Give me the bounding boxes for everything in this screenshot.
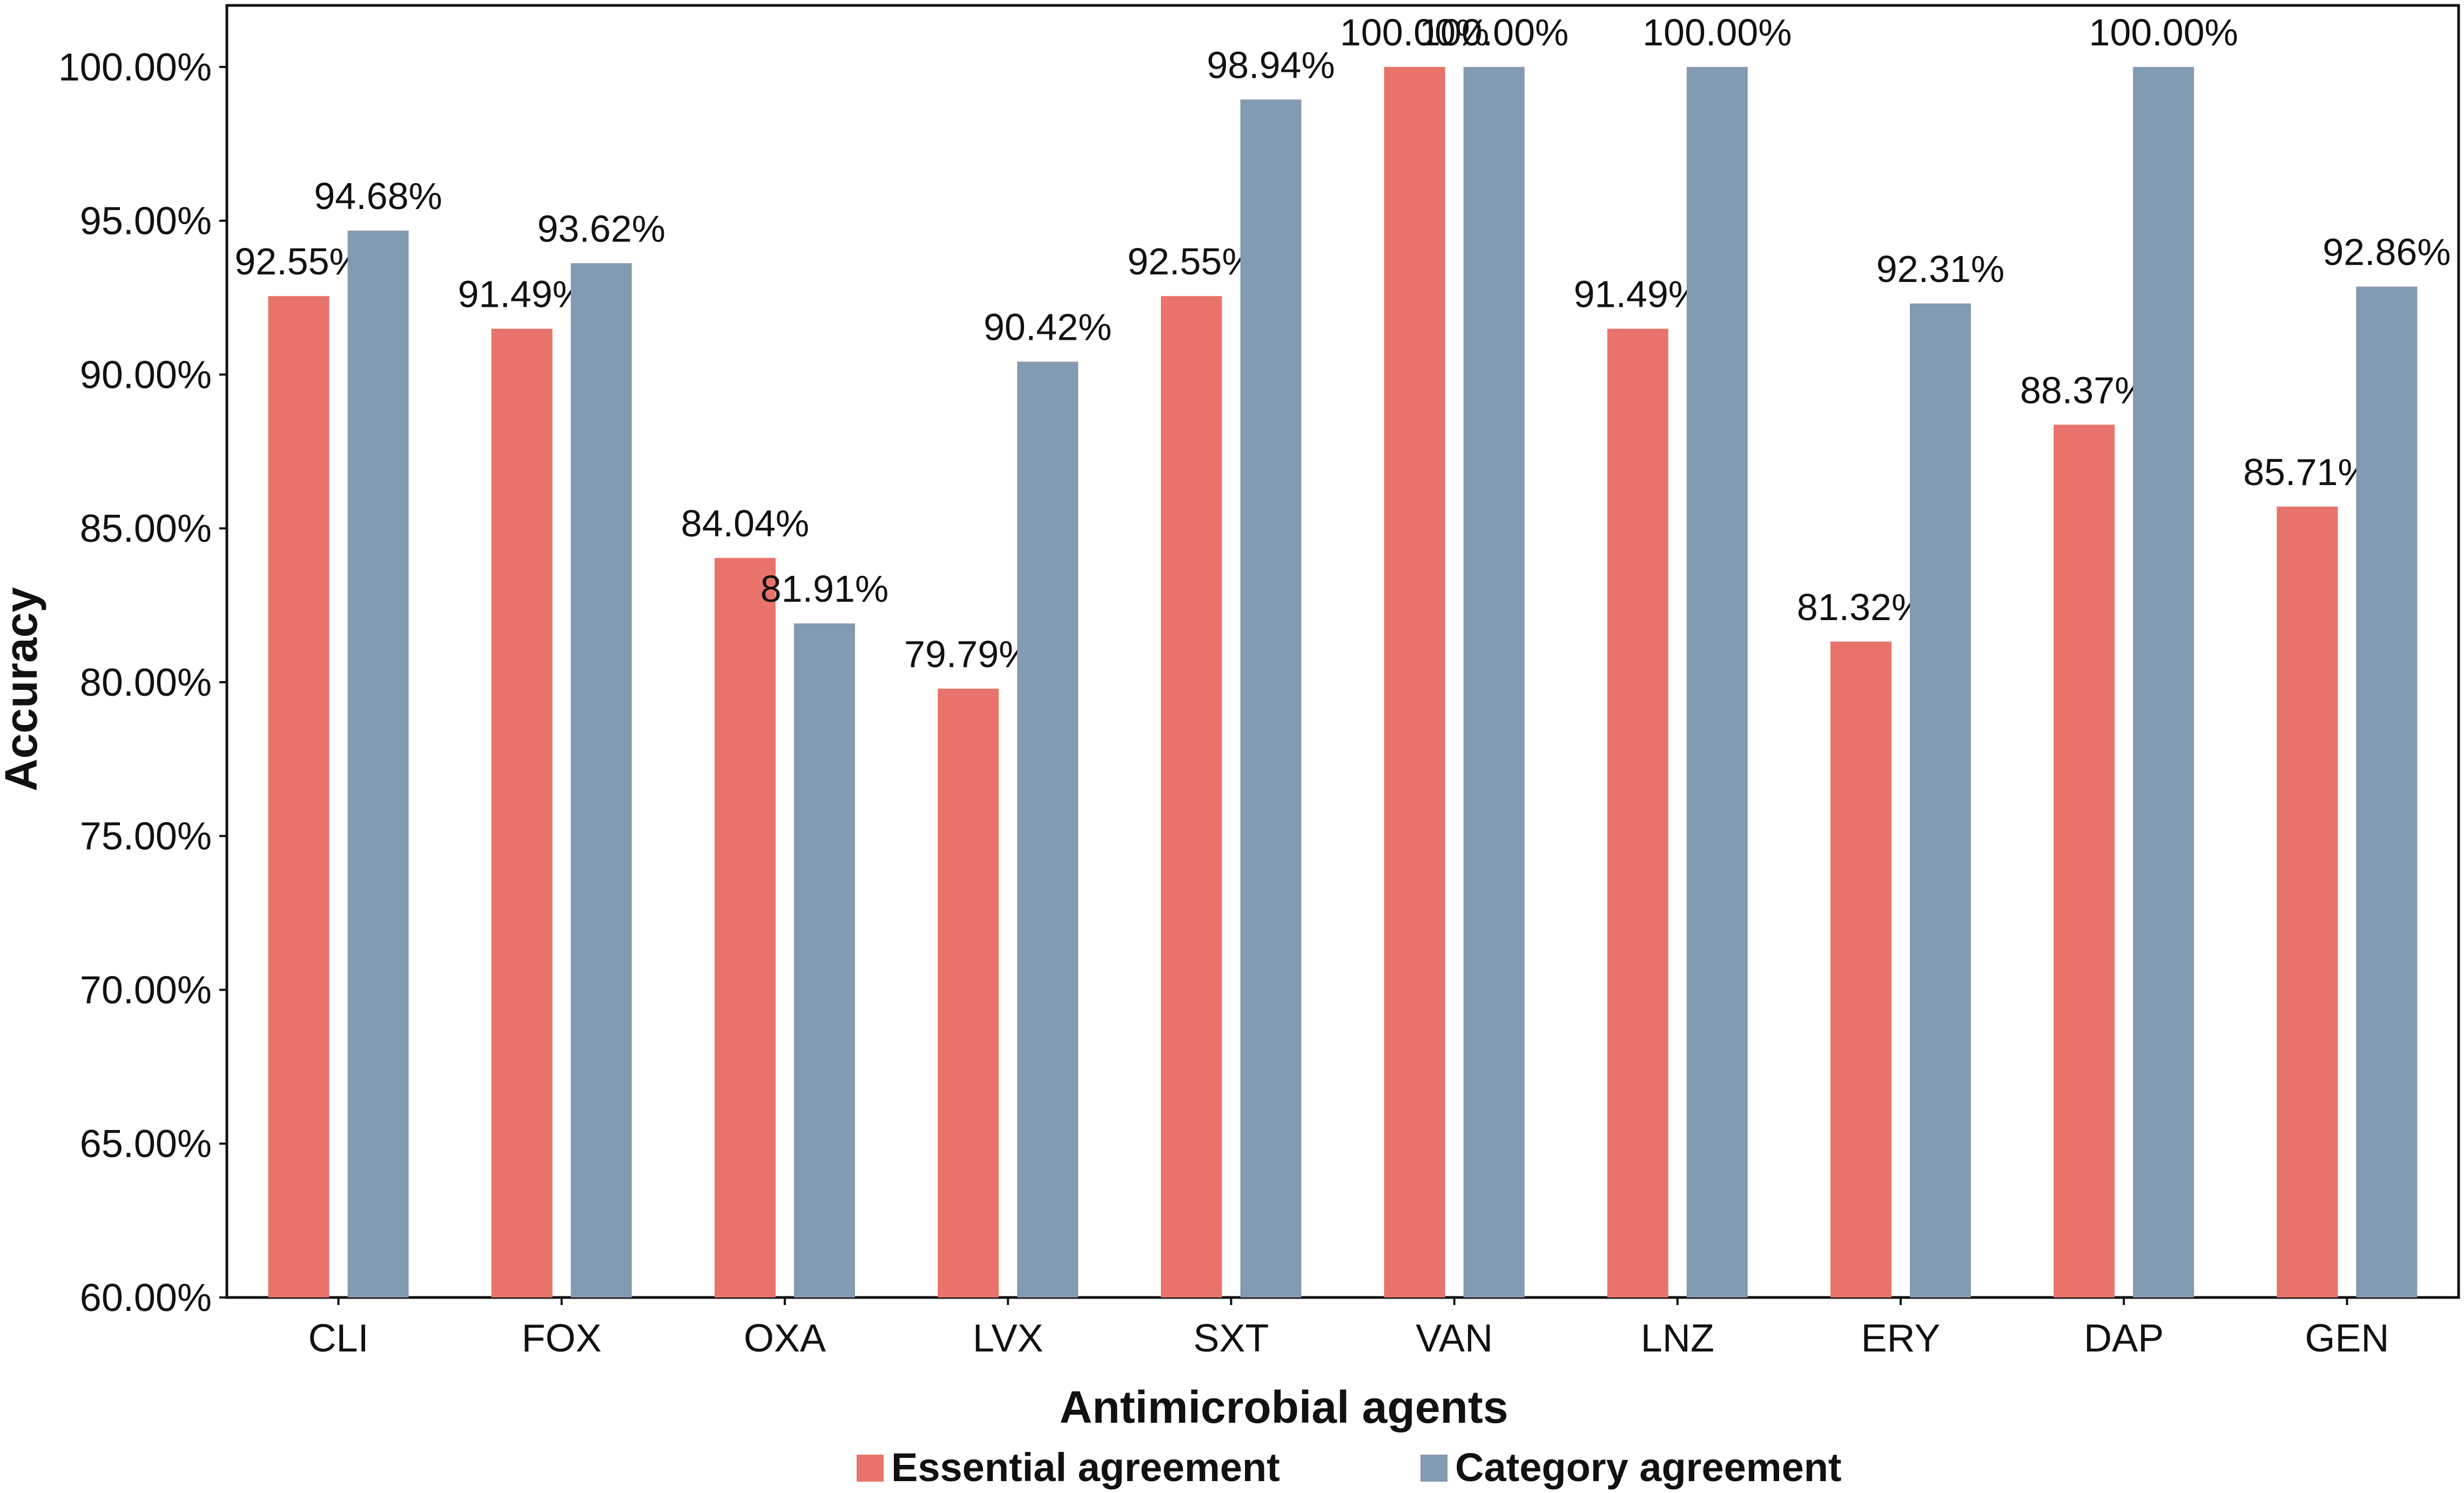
y-axis-ticks: 60.00% 65.00% 70.00% 75.00% 80.00% 85.00% 90.0… — [58, 46, 227, 1320]
data-label: 100.00% — [1340, 11, 1489, 53]
data-label: 92.31% — [1876, 248, 2004, 290]
data-label: 91.49% — [458, 273, 586, 315]
bar-category-agreement-lvx — [1017, 361, 1079, 1297]
bar-essential-agreement-oxa — [715, 557, 776, 1297]
x-tick-label: LVX — [973, 1317, 1044, 1360]
data-label: 100.00% — [2089, 11, 2238, 53]
bar-essential-agreement-dap — [2054, 425, 2115, 1297]
bar-essential-agreement-lvx — [938, 688, 999, 1297]
y-tick-label: 95.00% — [80, 200, 212, 243]
x-tick-label: DAP — [2084, 1317, 2164, 1360]
y-tick-label: 60.00% — [80, 1276, 212, 1320]
bar-essential-agreement-cli — [268, 296, 329, 1298]
data-label: 85.71% — [2243, 451, 2371, 493]
x-tick-label: GEN — [2305, 1317, 2389, 1360]
legend-label-essential: Essential agreement — [891, 1445, 1280, 1490]
data-label: 81.91% — [760, 568, 888, 610]
legend: Essential agreement Category agreement — [857, 1445, 1842, 1490]
bar-essential-agreement-sxt — [1161, 296, 1222, 1298]
y-tick-label: 65.00% — [80, 1122, 212, 1166]
bar-essential-agreement-lnz — [1607, 328, 1668, 1297]
data-label: 84.04% — [681, 502, 809, 544]
plot-frame — [225, 4, 2460, 1299]
bar-category-agreement-dap — [2133, 66, 2194, 1297]
x-tick-label: CLI — [308, 1317, 369, 1360]
x-tick-label: ERY — [1861, 1317, 1941, 1360]
data-label: 94.68% — [314, 175, 442, 217]
data-label: 100.00% — [1419, 11, 1568, 53]
y-tick-label: 75.00% — [80, 815, 212, 858]
y-tick-label: 90.00% — [80, 353, 212, 396]
data-label: 91.49% — [1574, 273, 1702, 315]
data-label: 88.37% — [2020, 369, 2148, 411]
data-label: 98.94% — [1207, 44, 1335, 86]
x-tick-label: VAN — [1416, 1317, 1493, 1360]
y-tick-label: 85.00% — [80, 507, 212, 550]
x-tick-label: FOX — [522, 1317, 602, 1360]
bar-category-agreement-van — [1463, 66, 1525, 1297]
x-tick-label: LNZ — [1641, 1317, 1714, 1360]
y-axis-title: Accuracy — [0, 587, 46, 792]
bar-category-agreement-sxt — [1240, 99, 1302, 1297]
bars: 92.55% 94.68% 91.49% 93.62% 84.04% 81.91% 79.7… — [234, 11, 2451, 1298]
legend-label-category: Category agreement — [1455, 1445, 1842, 1490]
data-label: 100.00% — [1642, 11, 1792, 53]
bar-category-agreement-fox — [570, 263, 632, 1297]
x-tick-label: OXA — [744, 1317, 826, 1360]
bar-essential-agreement-gen — [2277, 506, 2338, 1297]
bar-category-agreement-cli — [347, 230, 409, 1298]
x-tick-label: SXT — [1193, 1317, 1269, 1360]
data-label: 92.86% — [2322, 231, 2450, 273]
bar-category-agreement-ery — [1910, 303, 1971, 1297]
data-label: 90.42% — [984, 306, 1112, 348]
bar-category-agreement-lnz — [1686, 66, 1748, 1297]
legend-swatch-essential — [857, 1455, 884, 1482]
data-label: 92.55% — [1127, 240, 1255, 283]
bar-category-agreement-gen — [2356, 286, 2418, 1298]
bar-essential-agreement-ery — [1830, 641, 1891, 1297]
bar-essential-agreement-fox — [491, 328, 553, 1297]
data-label: 79.79% — [904, 633, 1032, 675]
legend-swatch-category — [1420, 1455, 1448, 1482]
data-label: 92.55% — [234, 240, 362, 283]
x-axis-ticks: CLI FOX OXA LVX SXT VAN LNZ ERY DAP GEN — [308, 1297, 2389, 1360]
y-tick-label: 70.00% — [80, 969, 212, 1012]
bar-essential-agreement-van — [1384, 66, 1445, 1297]
x-axis-title: Antimicrobial agents — [1060, 1382, 1509, 1433]
data-label: 81.32% — [1797, 586, 1925, 628]
y-tick-label: 100.00% — [58, 46, 212, 89]
y-tick-label: 80.00% — [80, 661, 212, 704]
data-label: 93.62% — [537, 207, 665, 250]
bar-category-agreement-oxa — [794, 623, 855, 1297]
